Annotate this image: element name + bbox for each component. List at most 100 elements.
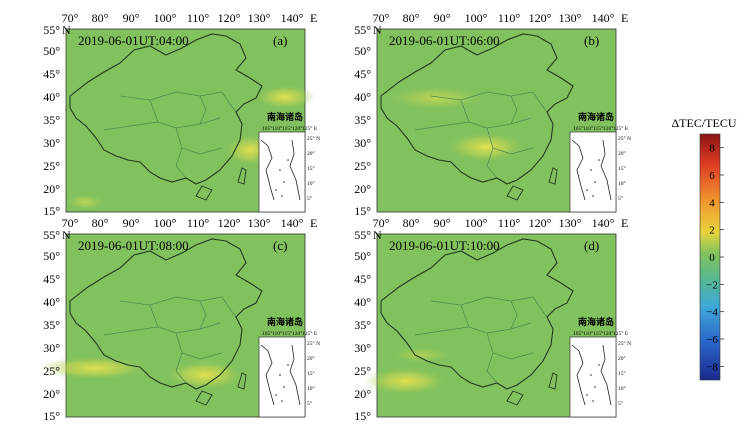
province-border bbox=[175, 332, 223, 360]
province-border bbox=[486, 332, 534, 360]
hainan-outline bbox=[195, 390, 213, 406]
colorbar-tick-label: 8 bbox=[709, 143, 715, 155]
lat-tick-label: 30° bbox=[354, 341, 371, 355]
anomaly-blob bbox=[165, 360, 245, 390]
colorbar-title: ΔTEC/TECU bbox=[671, 116, 736, 130]
lat-tick-label: 15° bbox=[354, 204, 371, 218]
lat-axis-unit: N bbox=[62, 228, 71, 242]
lon-tick-label: 120° bbox=[218, 216, 241, 230]
lon-tick-label: 130° bbox=[248, 11, 271, 25]
lat-tick-label: 50° bbox=[43, 44, 60, 58]
country-border bbox=[380, 33, 574, 185]
lon-tick-label: 110° bbox=[187, 216, 210, 230]
inset-lat-label: 15° bbox=[307, 370, 315, 377]
inset-island bbox=[275, 189, 277, 191]
inset-lon-label: 105° bbox=[262, 330, 272, 337]
inset-coastline bbox=[600, 139, 612, 201]
lat-tick-label: 20° bbox=[43, 182, 60, 196]
lon-tick-label: 130° bbox=[248, 216, 271, 230]
lat-tick-label: 35° bbox=[354, 318, 371, 332]
lon-tick-label: 100° bbox=[154, 216, 177, 230]
inset-lat-label: 15° bbox=[307, 165, 315, 172]
country-border bbox=[69, 238, 263, 390]
province-border bbox=[486, 127, 534, 155]
inset-lon-label: 115° bbox=[593, 125, 603, 132]
taiwan-outline bbox=[548, 167, 558, 185]
inset-island bbox=[281, 400, 283, 402]
province-border bbox=[414, 121, 470, 131]
panel-time: 2019-06-01UT:04:00 bbox=[78, 33, 189, 48]
lat-tick-label: 35° bbox=[43, 113, 60, 127]
province-border bbox=[532, 91, 548, 113]
inset-title: 南海诸岛 bbox=[267, 111, 303, 122]
province-border bbox=[119, 91, 223, 101]
inset-coastline bbox=[571, 344, 586, 406]
inset-lon-label: 110° bbox=[272, 330, 282, 337]
inset-coastline bbox=[289, 139, 301, 201]
lat-tick-label: 25° bbox=[354, 159, 371, 173]
inset-island bbox=[598, 364, 600, 366]
inset-island bbox=[598, 159, 600, 161]
inset-island bbox=[279, 169, 281, 171]
inset-coastline bbox=[289, 344, 301, 406]
lon-tick-label: 130° bbox=[559, 216, 582, 230]
lat-tick-label: 20° bbox=[354, 182, 371, 196]
inset-island bbox=[590, 169, 592, 171]
china-outline bbox=[69, 33, 263, 201]
inset-map: 南海诸岛 105° 110° 115° 120° 125° E 25° N 20° 15° 10°… bbox=[258, 111, 320, 213]
lat-tick-label: 15° bbox=[43, 204, 60, 218]
lon-tick-label: 140° bbox=[281, 216, 304, 230]
inset-island bbox=[594, 181, 596, 183]
inset-lat-label: 20° bbox=[307, 355, 315, 362]
province-border bbox=[175, 352, 187, 384]
inset-lon-label: 125° E bbox=[613, 330, 629, 337]
inset-island bbox=[275, 394, 277, 396]
lat-axis-unit: N bbox=[62, 23, 71, 37]
colorbar-tick-label: −4 bbox=[706, 307, 718, 319]
taiwan-outline bbox=[237, 167, 247, 185]
inset-lat-label: 20° bbox=[618, 150, 626, 157]
inset-island bbox=[586, 189, 588, 191]
inset-lon-label: 120° bbox=[292, 330, 302, 337]
hainan-outline bbox=[506, 185, 524, 201]
inset-lat-label: 15° bbox=[618, 165, 626, 172]
lat-tick-label: 40° bbox=[354, 90, 371, 104]
panel-letter: (a) bbox=[273, 33, 287, 48]
anomaly-blob bbox=[255, 85, 315, 109]
province-border bbox=[103, 121, 159, 131]
anomaly-blob bbox=[386, 86, 486, 110]
colorbar-tick-label: 0 bbox=[709, 252, 715, 264]
province-border bbox=[414, 326, 470, 336]
panel-time: 2019-06-01UT:06:00 bbox=[389, 33, 500, 48]
inset-lon-label: 120° bbox=[603, 330, 613, 337]
colorbar-tick-label: 4 bbox=[709, 197, 715, 209]
lon-tick-label: 110° bbox=[187, 11, 210, 25]
inset-lon-label: 110° bbox=[583, 330, 593, 337]
lat-tick-label: 30° bbox=[43, 341, 60, 355]
lat-tick-label: 30° bbox=[354, 136, 371, 150]
inset-lon-label: 115° bbox=[282, 330, 292, 337]
inset-lon-label: 120° bbox=[603, 125, 613, 132]
inset-lon-label: 105° bbox=[262, 125, 272, 132]
inset-island bbox=[279, 374, 281, 376]
inset-lon-label: 110° bbox=[583, 125, 593, 132]
inset-island bbox=[287, 159, 289, 161]
province-border bbox=[175, 127, 223, 155]
inset-lat-label: 5° bbox=[307, 195, 312, 202]
inset-coastline bbox=[600, 344, 612, 406]
lat-tick-label: 25° bbox=[354, 364, 371, 378]
lat-tick-label: 20° bbox=[354, 387, 371, 401]
province-border bbox=[510, 95, 518, 125]
lat-tick-label: 45° bbox=[354, 67, 371, 81]
inset-island bbox=[283, 181, 285, 183]
lon-tick-label: 80° bbox=[92, 11, 109, 25]
lat-tick-label: 25° bbox=[43, 364, 60, 378]
colorbar-tick-label: −6 bbox=[706, 334, 718, 346]
panel-letter: (c) bbox=[273, 238, 287, 253]
anomaly-blob bbox=[364, 367, 448, 395]
inset-coastline bbox=[571, 139, 586, 201]
